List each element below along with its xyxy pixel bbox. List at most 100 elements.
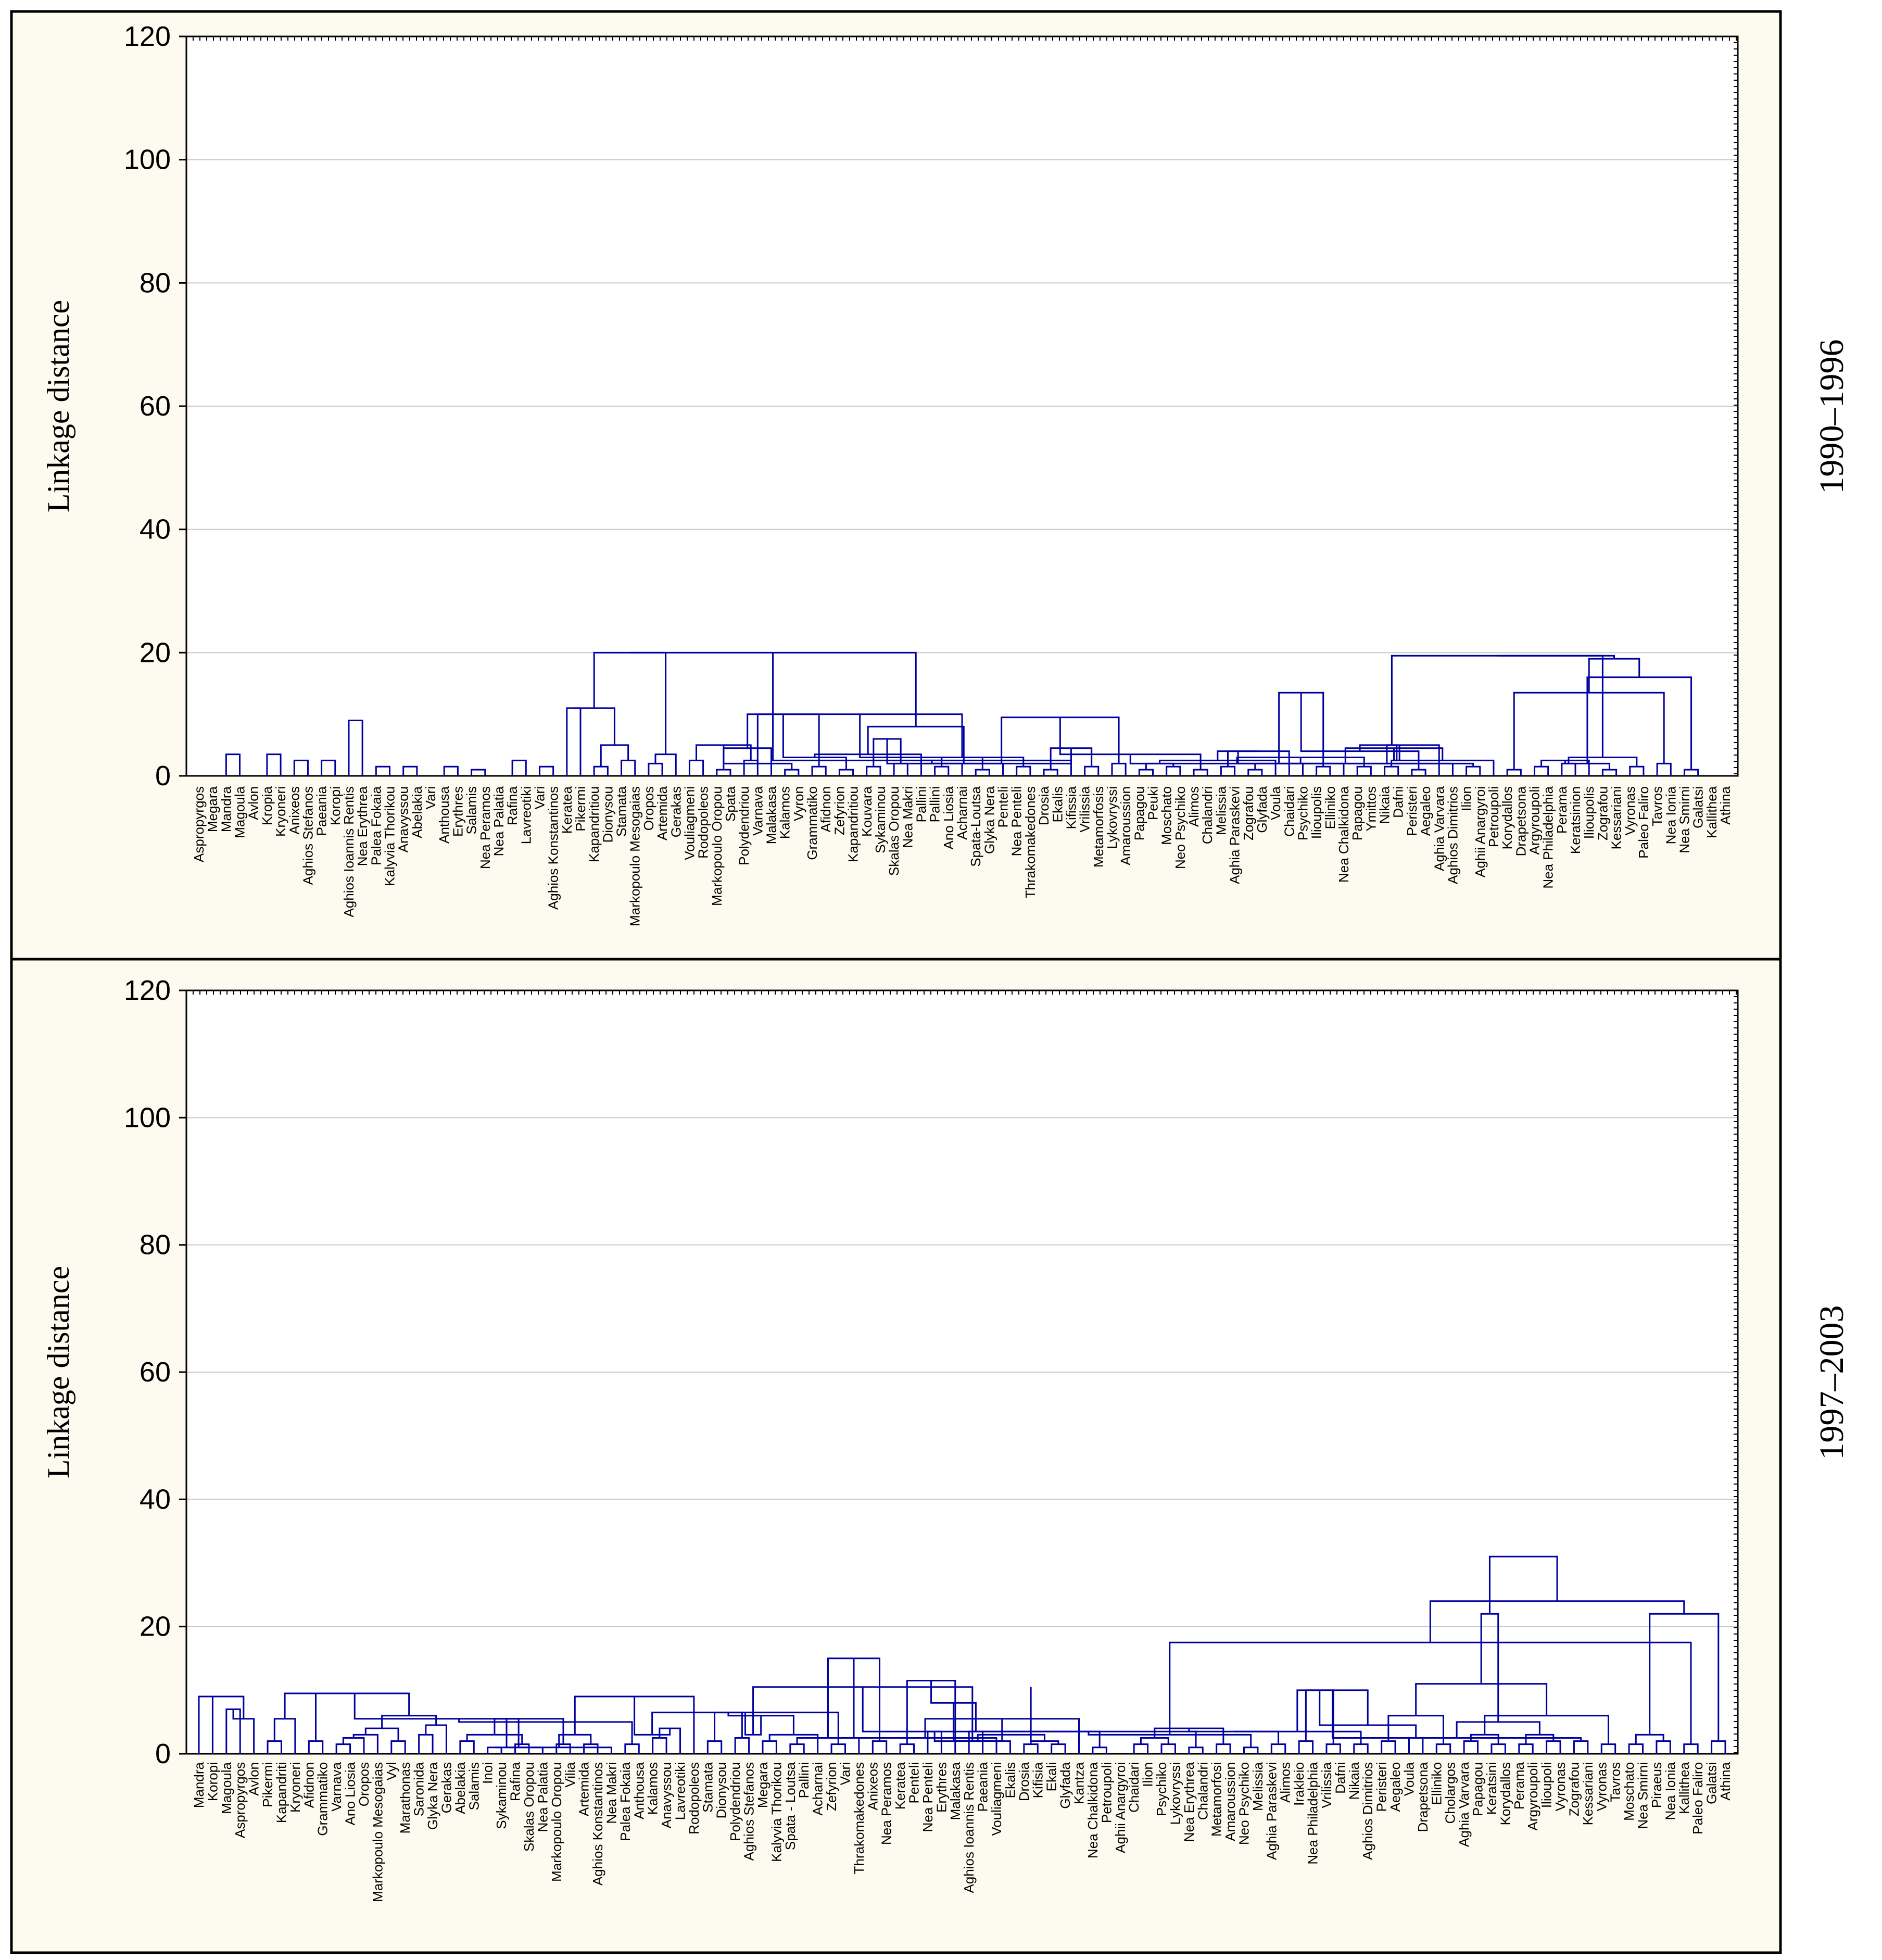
leaf-label: Cholargos [1443, 1762, 1458, 1824]
leaf-label: Thrakomakedones [1022, 786, 1038, 898]
dendrogram-link [1023, 1743, 1039, 1754]
dendrogram-link [1586, 676, 1692, 770]
leaf-label: Neo Psychiko [1172, 786, 1188, 869]
leaf-label: Keratsini [1484, 1762, 1499, 1815]
dendrogram-link [1546, 1740, 1561, 1754]
y-tick-label: 20 [140, 1611, 171, 1642]
dendrogram-link [293, 759, 309, 776]
dendrogram-link [198, 1695, 213, 1754]
leaf-label: Aghia Paraskevi [1264, 1762, 1279, 1860]
dendrogram-link [538, 765, 554, 776]
dendrogram-link [206, 1695, 245, 1719]
dendrogram-link [922, 757, 943, 761]
leaf-label: Kessariani [1580, 1762, 1596, 1825]
leaf-label: Vari [532, 786, 547, 809]
leaf-label: Ano Liosia [343, 1762, 358, 1825]
dendrogram-link [977, 1733, 1045, 1741]
leaf-label: Chaidari [1126, 1762, 1142, 1813]
dendrogram-link [514, 1743, 530, 1754]
leaf-label: Papagou [1470, 1762, 1486, 1816]
leaf-label: Zografou [1595, 786, 1610, 840]
dendrogram-link [862, 1687, 1101, 1748]
leaf-label: Dionysou [600, 786, 615, 843]
dendrogram-link [1683, 769, 1699, 776]
leaf-label: Koropi [327, 786, 343, 825]
leaf-label: Afidnon [301, 1762, 317, 1808]
y-tick-label: 100 [124, 1102, 171, 1133]
dendrogram-link [225, 1708, 241, 1754]
dendrogram-link [1233, 1730, 1362, 1744]
dendrogram-link [659, 1727, 681, 1754]
leaf-label: Vyl [384, 1762, 399, 1780]
leaf-label: Dafni [1332, 1762, 1348, 1794]
leaf-label: Vilia [562, 1762, 578, 1787]
leaf-label: Aspropyrgos [191, 786, 207, 862]
leaf-label: Glyfada [1254, 786, 1270, 833]
leaf-label: Voula [1401, 1762, 1417, 1796]
y-tick-label: 40 [140, 514, 171, 545]
dendrogram-link [566, 707, 582, 776]
leaf-label: Markopoulo Mesogaias [370, 1762, 385, 1902]
dendrogram-panel-2: 0 20 40 60 80 100 120 Linkage distance 1997–2003… [10, 958, 1851, 1954]
leaf-label: Oropos [641, 786, 656, 831]
dendrogram-link [1216, 1743, 1231, 1754]
leaf-label: Rodopoleos [686, 1762, 702, 1835]
dendrogram-link [1573, 1740, 1589, 1754]
dendrogram-link [1435, 1743, 1451, 1754]
dendrogram-link [696, 744, 752, 761]
leaf-label: Ano Liosia [941, 786, 956, 849]
leaf-label: Vari [423, 786, 438, 809]
leaf-label: Salamis [466, 1762, 482, 1810]
leaf-label: Aghios Ioannis Rentis [341, 786, 357, 917]
leaf-label: Elliniko [1322, 786, 1338, 829]
leaf-label: Drapetsona [1415, 1762, 1431, 1832]
leaf-label: Petroupoli [1486, 786, 1501, 847]
dendrogram-link [1491, 1743, 1506, 1754]
leaf-label: Aghios Dimitrios [1360, 1762, 1375, 1860]
dendrogram-link [459, 1740, 475, 1754]
leaf-label: Inoi [480, 1762, 496, 1784]
dendrogram-link [1325, 1743, 1341, 1754]
leaf-label: Perama [1511, 1762, 1527, 1810]
dendrogram-link [390, 1740, 406, 1754]
period-label: 1997–2003 [1813, 1305, 1851, 1460]
leaf-label: Nea Chalkidona [1336, 786, 1351, 883]
leaf-label: Aghii Anargyroi [1472, 786, 1488, 877]
leaf-label: Malakasa [764, 786, 779, 844]
dendrogram-link [784, 769, 800, 776]
leaf-label: Pallini [913, 786, 929, 822]
leaf-label: Nea Palatia [491, 786, 507, 856]
leaf-label: Peristeri [1404, 786, 1420, 836]
y-tick-label: 60 [140, 391, 171, 422]
leaf-label: Nea Erythrea [1181, 1762, 1197, 1842]
leaf-label: Anavyssou [396, 786, 411, 852]
leaf-label: Anthousa [631, 1762, 647, 1819]
dendrogram-link [1140, 1737, 1169, 1744]
dendrogram-link [273, 1718, 296, 1754]
dendrogram-link [952, 1703, 1003, 1742]
leaf-label: Spata-Loutsa [968, 786, 983, 866]
dendrogram-link [300, 1692, 410, 1716]
dendrogram-link [1300, 693, 1420, 770]
leaf-label: Ilion [1459, 786, 1474, 811]
leaf-label: Sykaminou [873, 786, 888, 853]
leaf-label: Amaroussion [1222, 1762, 1238, 1841]
leaf-label: Kalamos [777, 786, 793, 839]
leaf-label: Vouliagmeni [681, 786, 697, 860]
dendrogram-link [443, 765, 459, 776]
leaf-label: Glyka Nera [425, 1762, 440, 1830]
dendrogram-link [1154, 1727, 1224, 1744]
leaf-label: Moschato [1159, 786, 1174, 845]
dendrogram-link [335, 1743, 351, 1754]
leaf-label: Anixeos [865, 1762, 880, 1811]
leaf-label: Megara [755, 1762, 771, 1808]
leaf-label: Alimos [1186, 786, 1202, 827]
leaf-label: Vyronas [1622, 786, 1638, 835]
dendrogram-link [583, 1743, 599, 1754]
leaf-label: Nikaia [1377, 786, 1393, 824]
leaf-label: Peristeri [1374, 1762, 1390, 1812]
leaf-label: Elliniko [1429, 1762, 1444, 1805]
dendrogram-link [1298, 1740, 1314, 1754]
leaf-label: Vari [837, 1762, 853, 1785]
leaf-label: Kapandriti [273, 1762, 289, 1823]
